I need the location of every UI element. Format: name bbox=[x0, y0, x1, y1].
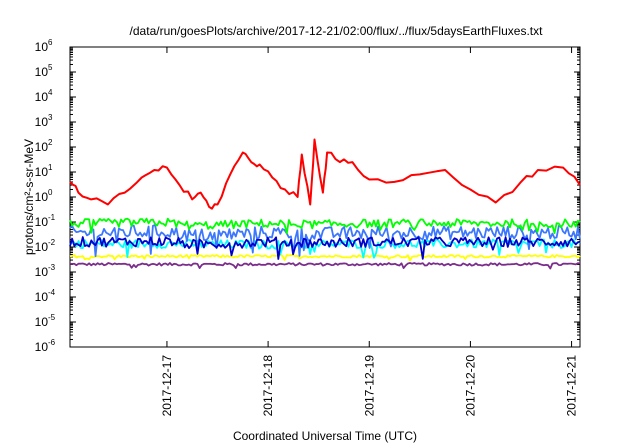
x-axis-label: Coordinated Universal Time (UTC) bbox=[233, 429, 417, 443]
y-tick-label: 10-5 bbox=[35, 313, 56, 329]
plot-frame bbox=[69, 46, 581, 348]
series-layer bbox=[69, 138, 581, 270]
series-line bbox=[69, 236, 581, 260]
y-tick-label: 106 bbox=[35, 38, 53, 54]
y-axis-label: protons/cm²-s-sr-MeV bbox=[22, 139, 36, 255]
y-tick-labels: 10-6 10-5 10-4 10-3 10-2 10-1 100 101 102 103 104 1… bbox=[35, 38, 56, 354]
x-tick-label: 2017-12-19 bbox=[362, 355, 376, 417]
x-tick-label: 2017-12-21 bbox=[565, 355, 579, 417]
series-line bbox=[69, 138, 581, 210]
y-tick-label: 104 bbox=[35, 88, 53, 104]
x-tick-label: 2017-12-20 bbox=[463, 355, 477, 417]
x-tick-label: 2017-12-17 bbox=[160, 355, 174, 417]
series-line bbox=[69, 254, 581, 262]
series-line bbox=[70, 262, 581, 270]
series-line bbox=[69, 217, 581, 235]
y-tick-label: 10-6 bbox=[35, 338, 56, 354]
axis-ticks bbox=[70, 46, 580, 348]
y-tick-label: 100 bbox=[35, 188, 53, 204]
y-tick-label: 102 bbox=[35, 138, 53, 154]
y-tick-label: 10-1 bbox=[35, 213, 56, 229]
y-tick-label: 10-4 bbox=[35, 288, 56, 304]
y-tick-label: 105 bbox=[35, 63, 53, 79]
x-tick-label: 2017-12-18 bbox=[261, 355, 275, 417]
chart-title: /data/run/goesPlots/archive/2017-12-21/0… bbox=[130, 24, 544, 38]
x-tick-labels: 2017-12-17 2017-12-18 2017-12-19 2017-12-20… bbox=[160, 355, 579, 417]
y-tick-label: 10-3 bbox=[35, 263, 56, 279]
y-tick-label: 101 bbox=[35, 163, 53, 179]
y-tick-label: 10-2 bbox=[35, 238, 56, 254]
y-tick-label: 103 bbox=[35, 113, 53, 129]
